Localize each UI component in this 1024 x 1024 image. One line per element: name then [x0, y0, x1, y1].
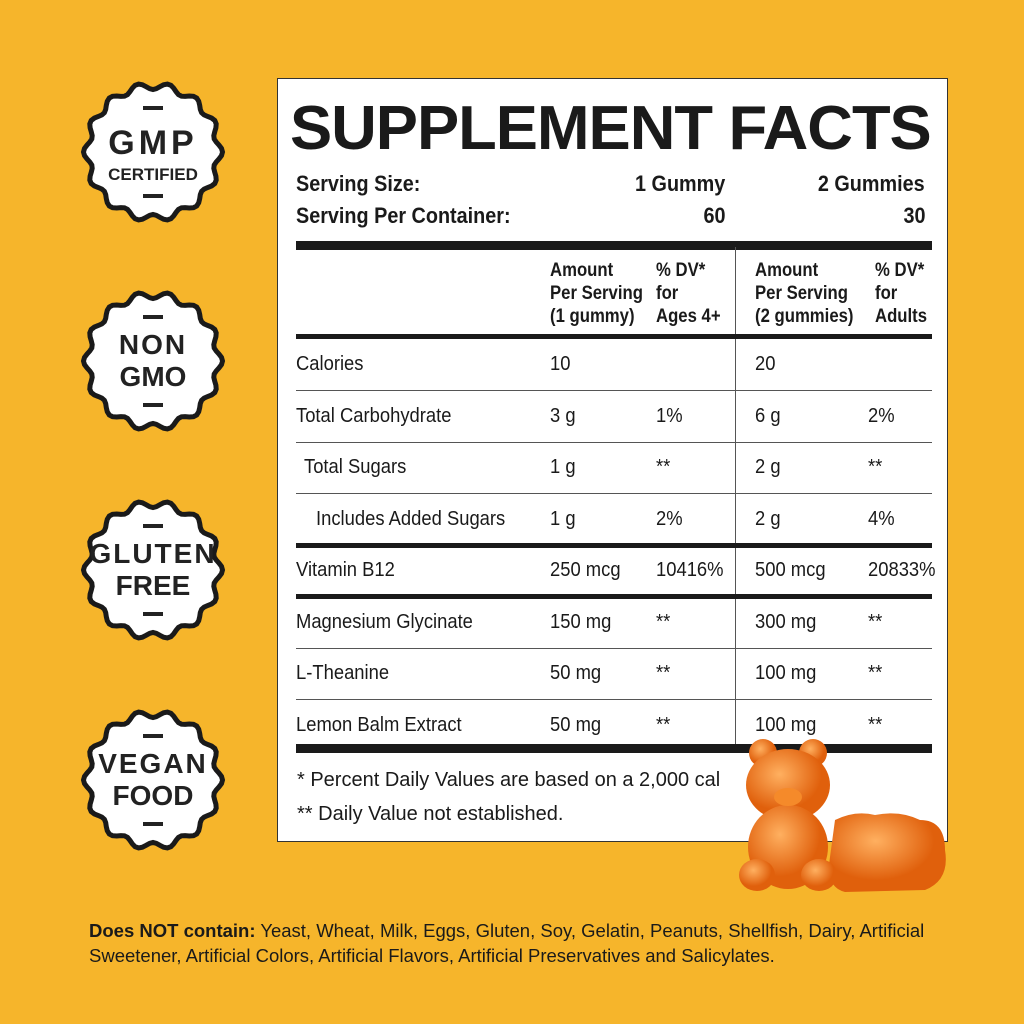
nutrient-name: Includes Added Sugars — [316, 507, 506, 530]
table-row: Total Sugars 1 g ** 2 g ** — [278, 442, 949, 493]
servings-per-container-1: 60 — [702, 203, 725, 228]
servings-per-container-2: 30 — [902, 203, 925, 228]
divider — [296, 493, 932, 494]
divider — [296, 390, 932, 391]
divider — [296, 542, 932, 548]
dv-2: ** — [868, 662, 883, 684]
amount-1: 50 mg — [550, 662, 602, 684]
table-row: Includes Added Sugars 1 g 2% 2 g 4% — [278, 494, 949, 545]
amount-2: 500 mcg — [755, 559, 826, 581]
table-row: Total Carbohydrate 3 g 1% 6 g 2% — [278, 391, 949, 442]
allergen-statement: Does NOT contain: Yeast, Wheat, Milk, Eg… — [89, 920, 925, 966]
dv-1: ** — [656, 610, 671, 633]
amount-1: 50 mg — [550, 713, 602, 736]
amount-2: 300 mg — [755, 610, 817, 633]
table-row: Lemon Balm Extract 50 mg ** 100 mg ** — [278, 700, 949, 751]
header-amount-2: Amount Per Serving (2 gummies) — [755, 260, 854, 327]
divider — [296, 241, 932, 250]
badge-line-1: VEGAN — [98, 748, 208, 779]
amount-2: 20 — [755, 353, 776, 375]
dv-2: 4% — [868, 507, 895, 530]
table-row: Magnesium Glycinate 150 mg ** 300 mg ** — [278, 597, 949, 648]
dv-1: ** — [656, 713, 671, 736]
amount-2: 100 mg — [755, 662, 817, 684]
amount-1: 150 mg — [550, 610, 612, 633]
amount-1: 1 g — [550, 507, 576, 530]
badge-line-2: FOOD — [112, 780, 194, 811]
divider — [296, 334, 932, 339]
dv-2: 2% — [868, 404, 895, 427]
amount-1: 10 — [550, 353, 571, 375]
header-amount-1: Amount Per Serving (1 gummy) — [550, 260, 643, 327]
badge-line-2: FREE — [115, 570, 191, 601]
divider — [296, 699, 932, 700]
divider — [296, 647, 932, 649]
badge-line-1: GMP — [108, 124, 198, 162]
amount-2: 2 g — [755, 456, 781, 478]
badge-line-2: CERTIFIED — [108, 165, 198, 184]
panel-title: SUPPLEMENT FACTS — [290, 94, 932, 163]
dv-1: 10416% — [656, 559, 724, 581]
scallop-seal-icon — [80, 709, 226, 851]
badge-vegan-food: VEGAN FOOD — [79, 706, 227, 854]
amount-1: 3 g — [550, 404, 576, 427]
gummy-bear-image — [739, 739, 946, 892]
amount-1: 1 g — [550, 456, 576, 478]
badge-gmp-certified: GMP CERTIFIED — [79, 78, 227, 226]
nutrient-name: Vitamin B12 — [296, 559, 395, 581]
badge-line-1: GLUTEN — [89, 538, 217, 569]
nutrient-name: Total Sugars — [304, 456, 407, 478]
dv-1: 2% — [656, 507, 683, 530]
divider — [296, 594, 932, 599]
nutrient-name: Lemon Balm Extract — [296, 713, 462, 736]
column-divider — [735, 247, 736, 749]
amount-2: 2 g — [755, 507, 781, 530]
amount-2: 100 mg — [755, 713, 817, 736]
table-row: L-Theanine 50 mg ** 100 mg ** — [278, 648, 949, 699]
table-row: Vitamin B12 250 mcg 10416% 500 mcg 20833… — [278, 545, 949, 596]
badge-line-1: NON — [118, 329, 188, 360]
divider — [296, 441, 932, 443]
nutrient-name: Calories — [296, 353, 364, 375]
footnote-dv: * Percent Daily Values are based on a 2,… — [297, 769, 721, 791]
supplement-facts-panel: SUPPLEMENT FACTS Serving Size: 1 Gummy 2… — [277, 78, 948, 842]
dv-2: 20833% — [868, 559, 936, 581]
serving-size-label: Serving Size: — [296, 171, 421, 196]
header-dv-2: % DV* for Adults — [875, 260, 928, 327]
serving-size-1: 1 Gummy — [634, 171, 725, 196]
dv-1: ** — [656, 456, 671, 478]
header-dv-1: % DV* for Ages 4+ — [656, 260, 721, 327]
dv-2: ** — [868, 610, 883, 633]
nutrient-name: Total Carbohydrate — [296, 404, 452, 427]
amount-2: 6 g — [755, 404, 781, 427]
serving-size-2: 2 Gummies — [818, 171, 925, 196]
scallop-seal-icon — [80, 81, 226, 223]
scallop-seal-icon — [80, 290, 226, 432]
dv-2: ** — [868, 713, 883, 736]
nutrient-name: Magnesium Glycinate — [296, 610, 473, 633]
amount-1: 250 mcg — [550, 559, 621, 581]
divider — [296, 744, 932, 753]
dv-1: 1% — [656, 404, 683, 427]
servings-per-container-label: Serving Per Container: — [296, 203, 511, 228]
scallop-seal-icon — [80, 499, 226, 641]
badge-non-gmo: NON GMO — [79, 287, 227, 435]
nutrient-name: L-Theanine — [296, 662, 390, 684]
footnote-not-established: ** Daily Value not established. — [297, 803, 564, 825]
dv-2: ** — [868, 456, 883, 478]
dv-1: ** — [656, 662, 671, 684]
badge-gluten-free: GLUTEN FREE — [79, 496, 227, 644]
table-row: Calories 10 20 — [278, 339, 949, 390]
badge-line-2: GMO — [119, 361, 187, 392]
